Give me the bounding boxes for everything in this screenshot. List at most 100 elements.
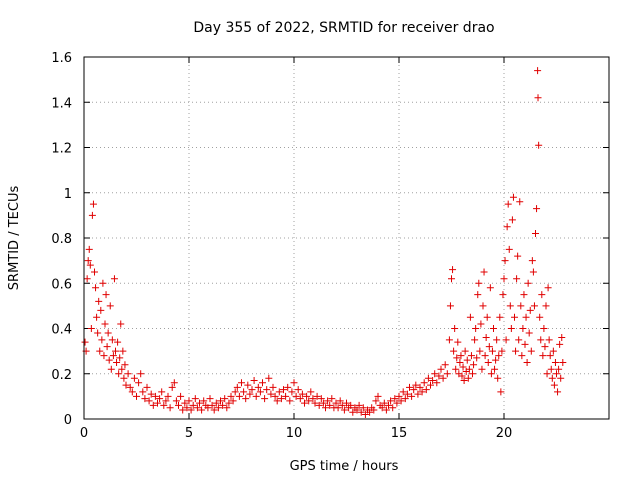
data-point xyxy=(553,370,560,378)
data-point xyxy=(557,374,565,382)
data-point xyxy=(101,320,109,328)
data-point xyxy=(526,306,534,314)
data-point xyxy=(422,386,430,394)
data-point xyxy=(147,390,155,398)
data-point xyxy=(261,395,269,403)
data-point xyxy=(305,397,313,405)
data-point xyxy=(187,406,195,414)
data-point xyxy=(480,268,488,276)
y-tick-label: 0.2 xyxy=(51,368,72,383)
data-point xyxy=(317,395,325,403)
data-point xyxy=(115,370,123,378)
data-point xyxy=(256,388,264,396)
data-point xyxy=(545,336,553,344)
data-point xyxy=(537,336,545,344)
data-point xyxy=(418,388,426,396)
data-point xyxy=(401,395,409,403)
data-point xyxy=(265,374,273,382)
data-point xyxy=(110,275,118,283)
data-point xyxy=(527,347,535,355)
data-point xyxy=(189,401,197,409)
data-point xyxy=(198,406,206,414)
data-point xyxy=(118,365,126,373)
data-point xyxy=(273,397,281,405)
data-point xyxy=(156,395,164,403)
data-point xyxy=(124,370,132,378)
y-tick-label: 1.4 xyxy=(51,96,72,111)
data-point xyxy=(196,399,203,407)
data-point xyxy=(410,386,418,394)
data-point xyxy=(452,365,460,373)
data-point xyxy=(494,374,502,382)
data-point xyxy=(536,313,544,321)
data-point xyxy=(149,401,157,409)
data-point xyxy=(497,388,505,396)
data-point xyxy=(286,397,294,405)
data-point xyxy=(412,381,420,389)
data-point xyxy=(431,370,439,378)
data-point xyxy=(104,329,112,337)
data-point xyxy=(130,374,138,382)
data-point xyxy=(416,383,424,391)
data-point xyxy=(530,302,538,310)
data-point xyxy=(244,381,252,389)
data-point xyxy=(208,401,216,409)
data-point xyxy=(437,365,445,373)
data-point xyxy=(112,347,119,355)
data-point xyxy=(504,200,512,208)
data-point xyxy=(87,325,95,332)
data-point xyxy=(181,399,189,407)
data-point xyxy=(217,397,224,405)
data-point xyxy=(465,365,473,373)
data-point xyxy=(221,395,229,403)
data-point xyxy=(107,365,115,373)
y-tick-label: 0 xyxy=(64,413,72,428)
data-point xyxy=(259,379,266,387)
data-point xyxy=(429,377,437,385)
data-point xyxy=(193,404,201,412)
data-point xyxy=(559,358,567,366)
x-tick-label: 10 xyxy=(286,426,303,441)
data-point xyxy=(328,395,336,403)
data-point xyxy=(97,306,105,314)
data-point xyxy=(387,397,395,405)
data-point xyxy=(549,347,557,355)
data-point xyxy=(374,392,382,400)
data-point xyxy=(507,325,515,332)
data-point xyxy=(529,268,537,276)
data-point xyxy=(483,313,491,321)
data-point xyxy=(332,399,340,407)
data-point xyxy=(393,399,401,407)
data-point xyxy=(269,383,277,391)
data-point xyxy=(137,370,145,378)
data-point xyxy=(535,141,543,149)
data-point xyxy=(288,388,296,396)
x-axis-label: GPS time / hours xyxy=(290,459,399,474)
data-point xyxy=(179,406,187,414)
data-point xyxy=(141,395,149,403)
chart-title: Day 355 of 2022, SRMTID for receiver dra… xyxy=(193,20,494,36)
data-point xyxy=(472,325,480,332)
data-point xyxy=(460,377,468,385)
data-point xyxy=(525,329,533,337)
data-point xyxy=(158,388,166,396)
data-point xyxy=(500,275,508,283)
data-point xyxy=(521,340,529,348)
data-point xyxy=(133,392,140,400)
data-point xyxy=(476,347,484,355)
data-point xyxy=(139,388,147,396)
data-point xyxy=(464,374,472,382)
data-point xyxy=(414,390,422,398)
data-point xyxy=(385,401,392,409)
data-point xyxy=(548,374,556,382)
data-point xyxy=(191,395,199,403)
data-point xyxy=(454,338,462,346)
data-point xyxy=(225,399,233,407)
data-point xyxy=(551,358,559,366)
data-point xyxy=(487,370,495,378)
data-point xyxy=(102,291,110,299)
data-point xyxy=(212,399,220,407)
data-point xyxy=(453,354,461,362)
data-point xyxy=(347,401,355,409)
data-point xyxy=(89,200,97,208)
